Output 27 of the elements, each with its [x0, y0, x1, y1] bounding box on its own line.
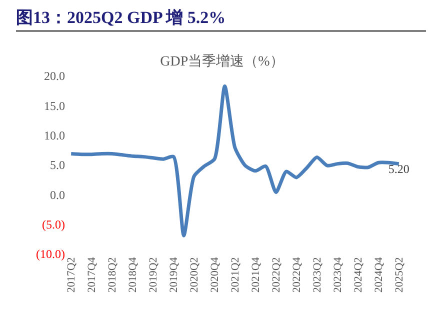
chart-subtitle: GDP当季增速（%） [160, 54, 284, 70]
y-tick-label: (10.0) [36, 247, 65, 262]
x-tick-label: 2018Q2 [106, 257, 119, 293]
x-tick-label: 2024Q4 [372, 256, 385, 293]
x-tick-label: 2023Q4 [332, 256, 344, 293]
y-tick-label: 5.0 [50, 158, 65, 172]
y-tick-label: 0.0 [50, 188, 65, 202]
x-tick-label: 2017Q4 [86, 256, 98, 293]
x-tick-label: 2020Q2 [188, 257, 201, 293]
y-tick-label: 15.0 [44, 98, 65, 113]
x-tick-label: 2023Q2 [312, 257, 324, 293]
data-label: 5.20 [388, 162, 410, 176]
x-tick-label: 2025Q2 [393, 257, 406, 293]
x-tick-label: 2018Q4 [127, 256, 140, 293]
x-tick-label: 2017Q2 [66, 257, 78, 293]
x-tick-label: 2020Q4 [209, 256, 222, 293]
x-tick-label: 2021Q2 [230, 257, 242, 293]
x-tick-label: 2019Q4 [168, 256, 180, 293]
chart-title: 图13：2025Q2 GDP 增 5.2% [16, 6, 426, 32]
y-tick-label: 20.0 [44, 69, 65, 84]
x-tick-label: 2024Q2 [352, 257, 364, 293]
x-tick-label: 2021Q4 [250, 256, 262, 293]
y-tick-label: 10.0 [44, 128, 65, 143]
x-tick-label: 2022Q2 [270, 257, 283, 293]
x-tick-label: 2019Q2 [148, 257, 160, 293]
x-tick-label: 2022Q4 [291, 256, 304, 293]
y-tick-label: (5.0) [42, 218, 65, 232]
